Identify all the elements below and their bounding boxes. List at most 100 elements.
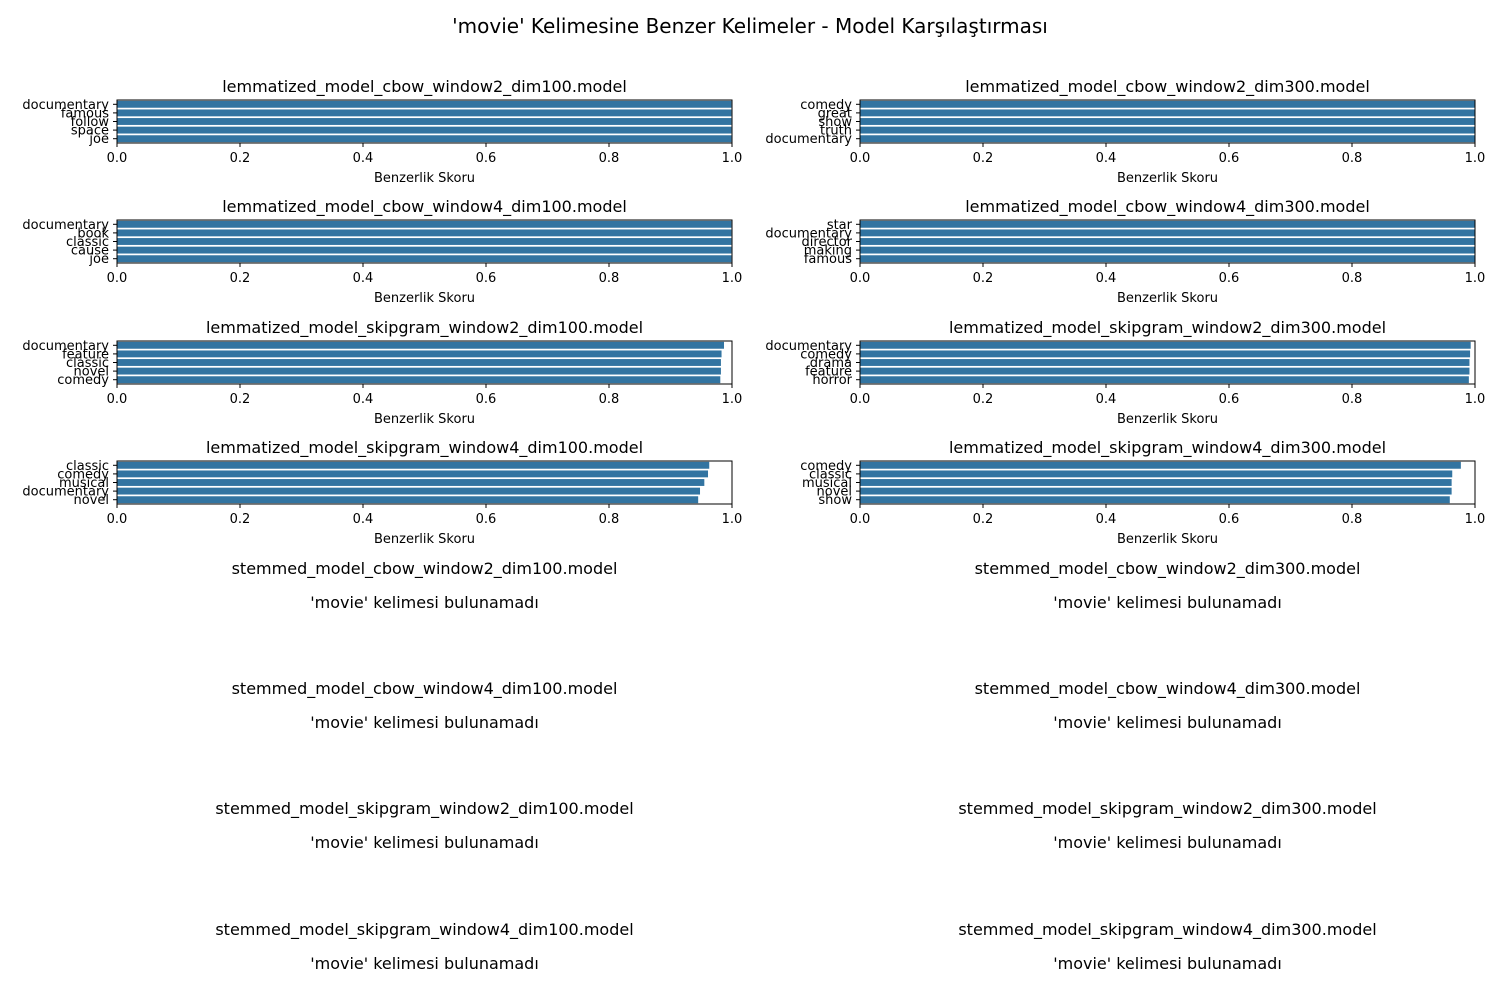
category-label: comedy: [57, 467, 109, 482]
x-axis-label: Benzerlik Skoru: [1117, 412, 1218, 427]
category-label: musical: [59, 476, 109, 491]
bar: [117, 367, 721, 375]
category-label: classic: [66, 356, 109, 371]
bar: [860, 238, 1475, 245]
bar: [117, 341, 725, 349]
category-label: great: [818, 106, 852, 121]
x-axis-label: Benzerlik Skoru: [1117, 532, 1218, 547]
not-found-message: 'movie' kelimesi bulunamadı: [310, 833, 539, 852]
bar: [860, 109, 1475, 117]
bar: [117, 376, 721, 384]
panel-title: stemmed_model_skipgram_window2_dim100.mo…: [215, 799, 633, 819]
x-tick-label: 0.6: [1219, 392, 1240, 407]
bar: [860, 246, 1475, 254]
empty-panel: stemmed_model_cbow_window2_dim100.model '…: [232, 559, 618, 612]
x-tick-label: 0.2: [973, 151, 994, 166]
x-tick-label: 0.2: [230, 392, 251, 407]
category-label: novel: [74, 365, 110, 380]
figure-title: 'movie' Kelimesine Benzer Kelimeler - Mo…: [452, 14, 1048, 38]
chart-panel: lemmatized_model_skipgram_window2_dim300…: [765, 318, 1485, 427]
category-label: famous: [804, 252, 852, 267]
category-label: follow: [71, 115, 110, 130]
x-tick-label: 0.0: [850, 512, 871, 527]
bar: [117, 220, 732, 228]
bar: [860, 487, 1452, 495]
bar: [860, 359, 1470, 366]
bar: [860, 118, 1475, 125]
x-tick-label: 0.4: [353, 392, 374, 407]
not-found-message: 'movie' kelimesi bulunamadı: [310, 713, 539, 732]
bar: [860, 135, 1475, 143]
x-tick-label: 1.0: [1465, 392, 1486, 407]
x-tick-label: 0.0: [107, 512, 128, 527]
bar: [117, 350, 722, 358]
category-label: documentary: [765, 339, 852, 354]
category-label: documentary: [765, 226, 852, 241]
x-tick-label: 0.0: [107, 151, 128, 166]
bar: [117, 496, 699, 504]
x-tick-label: 1.0: [1465, 512, 1486, 527]
panel-title: lemmatized_model_cbow_window2_dim100.mod…: [222, 77, 627, 97]
x-tick-label: 0.8: [599, 512, 620, 527]
chart-panel: lemmatized_model_cbow_window4_dim300.mod…: [765, 197, 1485, 306]
x-axis-label: Benzerlik Skoru: [374, 532, 475, 547]
chart-panel: lemmatized_model_skipgram_window4_dim300…: [800, 438, 1485, 547]
panel-title: stemmed_model_cbow_window4_dim300.model: [975, 679, 1361, 699]
empty-panel: stemmed_model_cbow_window4_dim100.model '…: [232, 679, 618, 732]
category-label: feature: [62, 347, 109, 362]
x-axis-label: Benzerlik Skoru: [374, 412, 475, 427]
panel-title: stemmed_model_skipgram_window4_dim300.mo…: [958, 920, 1376, 940]
panel-title: lemmatized_model_cbow_window2_dim300.mod…: [965, 77, 1370, 97]
x-tick-label: 0.2: [230, 271, 251, 286]
x-tick-label: 0.6: [476, 271, 497, 286]
category-label: comedy: [57, 373, 109, 388]
bar: [860, 126, 1475, 134]
x-tick-label: 0.4: [353, 151, 374, 166]
x-tick-label: 0.6: [476, 151, 497, 166]
bar: [117, 109, 732, 117]
not-found-message: 'movie' kelimesi bulunamadı: [1053, 593, 1282, 612]
category-label: documentary: [22, 485, 109, 500]
category-label: musical: [802, 476, 852, 491]
empty-panel: stemmed_model_skipgram_window4_dim300.mo…: [958, 920, 1376, 973]
bar: [860, 341, 1471, 349]
x-tick-label: 0.8: [1342, 271, 1363, 286]
category-label: documentary: [22, 98, 109, 113]
bar: [117, 246, 732, 254]
bar: [117, 126, 732, 134]
x-tick-label: 0.2: [973, 512, 994, 527]
category-label: feature: [805, 365, 852, 380]
panel-title: stemmed_model_cbow_window4_dim100.model: [232, 679, 618, 699]
category-label: novel: [74, 493, 110, 508]
x-tick-label: 0.4: [1096, 271, 1117, 286]
panel-title: stemmed_model_skipgram_window2_dim300.mo…: [958, 799, 1376, 819]
panel-title: lemmatized_model_skipgram_window2_dim100…: [206, 318, 643, 338]
x-tick-label: 0.6: [476, 512, 497, 527]
bar: [860, 496, 1450, 504]
x-tick-label: 0.8: [599, 151, 620, 166]
x-axis-label: Benzerlik Skoru: [374, 291, 475, 306]
x-tick-label: 0.2: [230, 151, 251, 166]
category-label: joe: [88, 132, 109, 147]
x-tick-label: 0.8: [1342, 512, 1363, 527]
bar: [860, 376, 1469, 384]
x-tick-label: 0.8: [599, 392, 620, 407]
x-tick-label: 0.4: [1096, 392, 1117, 407]
bar: [117, 118, 732, 125]
x-tick-label: 0.6: [1219, 271, 1240, 286]
bar: [117, 135, 732, 143]
empty-panel: stemmed_model_skipgram_window2_dim300.mo…: [958, 799, 1376, 852]
category-label: comedy: [800, 459, 852, 474]
empty-panel: stemmed_model_skipgram_window4_dim100.mo…: [215, 920, 633, 973]
category-label: star: [827, 218, 853, 233]
bar: [860, 255, 1475, 263]
x-tick-label: 1.0: [722, 151, 743, 166]
x-tick-label: 0.4: [353, 512, 374, 527]
bar: [117, 359, 721, 366]
bar: [117, 229, 732, 237]
x-tick-label: 0.0: [850, 392, 871, 407]
x-tick-label: 1.0: [722, 392, 743, 407]
x-tick-label: 0.4: [353, 271, 374, 286]
x-axis-label: Benzerlik Skoru: [374, 171, 475, 186]
